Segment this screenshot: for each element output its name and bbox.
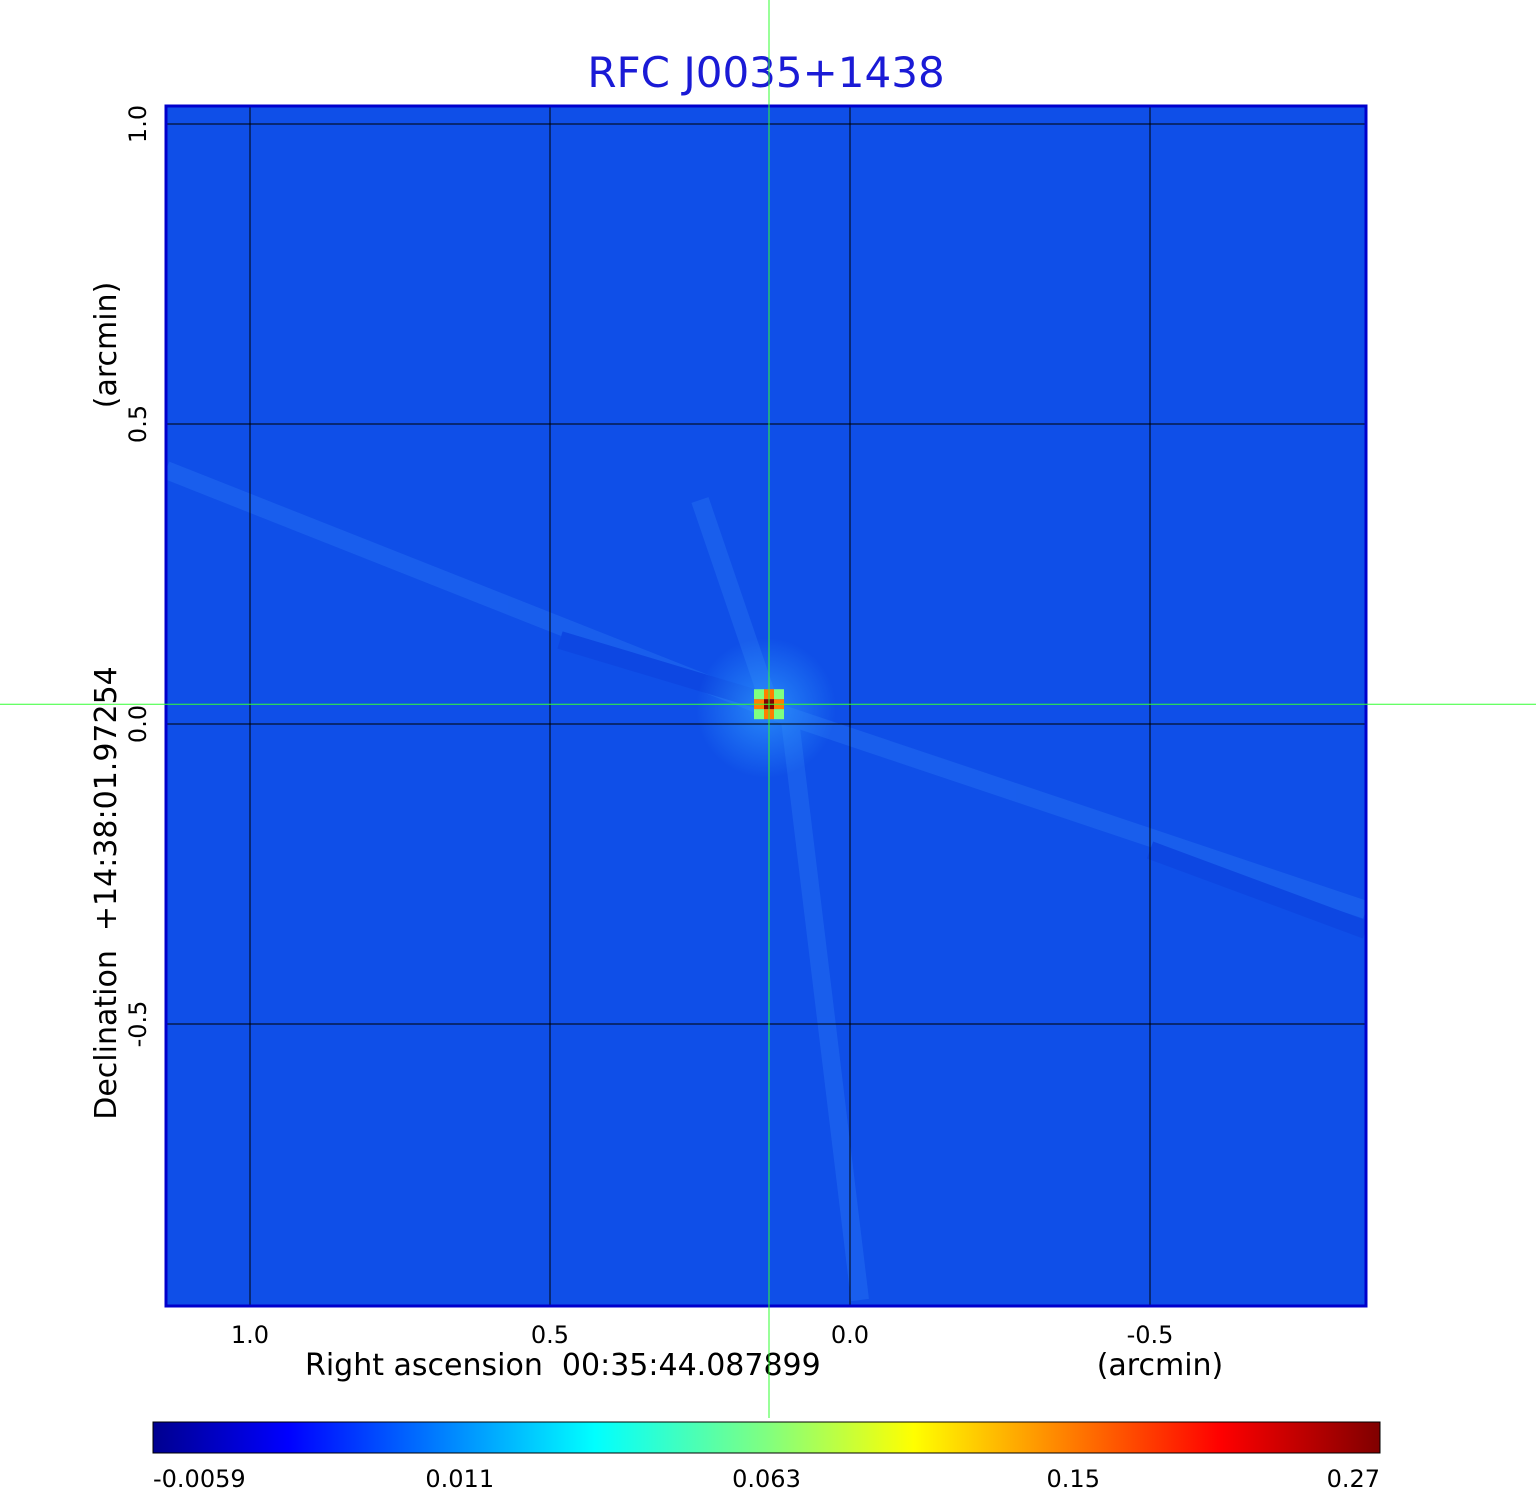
y-tick-label: 0.5 [124,405,152,443]
colorbar [152,1421,1381,1454]
streak-5 [1146,841,1366,939]
sidelobe-streaks [166,461,1366,1302]
colorbar-tick-label: 0.15 [1047,1465,1100,1493]
crosshair [0,0,1536,1418]
colorbar-tick-label: 0.063 [732,1465,801,1493]
source-pixel [754,709,764,720]
colorbar-tick-labels: -0.0059 0.011 0.063 0.15 0.27 [153,1465,1380,1493]
streak-1 [166,461,764,714]
x-tick-labels: 1.0 0.5 0.0 -0.5 [231,1321,1174,1349]
image-frame [164,104,1368,1308]
colorbar-tick-label: -0.0059 [153,1465,246,1493]
colorbar-tick-label: 0.011 [425,1465,494,1493]
y-tick-label: 0.0 [124,705,152,743]
y-axis-unit: (arcmin) [89,282,124,409]
source-pixel [774,709,784,720]
x-tick-label: 1.0 [231,1321,269,1349]
x-tick-label: 0.0 [831,1321,869,1349]
x-tick-label: 0.5 [531,1321,569,1349]
streak-4 [781,718,869,1302]
source-pixel [774,689,784,700]
image-area [166,106,1366,1306]
x-axis-label: Right ascension 00:35:44.087899 [305,1348,821,1383]
y-tick-label: 1.0 [124,105,152,143]
y-tick-labels: 1.0 0.5 0.0 -0.5 [124,105,152,1048]
x-axis-unit: (arcmin) [1097,1348,1224,1383]
y-tick-label: -0.5 [124,1001,152,1048]
chart-title: RFC J0035+1438 [587,48,944,97]
streak-2 [767,701,1366,919]
grid-lines [166,106,1366,1306]
colorbar-tick-label: 0.27 [1327,1465,1380,1493]
y-axis-label: Declination +14:38:01.97254 [89,666,124,1120]
source-pixel [754,689,764,700]
x-tick-label: -0.5 [1127,1321,1174,1349]
